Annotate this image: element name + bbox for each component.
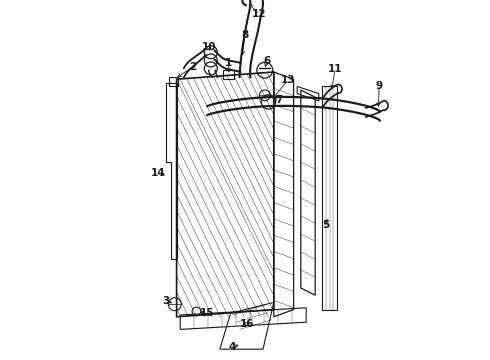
Text: 5: 5 [322,220,330,230]
Text: 12: 12 [252,9,267,19]
Text: 16: 16 [240,319,254,329]
Text: 13: 13 [281,75,295,85]
Text: 3: 3 [162,296,170,306]
Text: 4: 4 [229,342,236,352]
Text: 6: 6 [263,56,270,66]
Text: 14: 14 [150,168,165,178]
Text: 7: 7 [275,95,283,105]
Text: 9: 9 [376,81,383,91]
Text: 8: 8 [242,30,248,40]
Text: 2: 2 [189,62,196,72]
Text: 10: 10 [202,42,216,52]
Text: 15: 15 [200,308,215,318]
Text: 1: 1 [225,58,232,68]
Text: 11: 11 [328,64,342,75]
